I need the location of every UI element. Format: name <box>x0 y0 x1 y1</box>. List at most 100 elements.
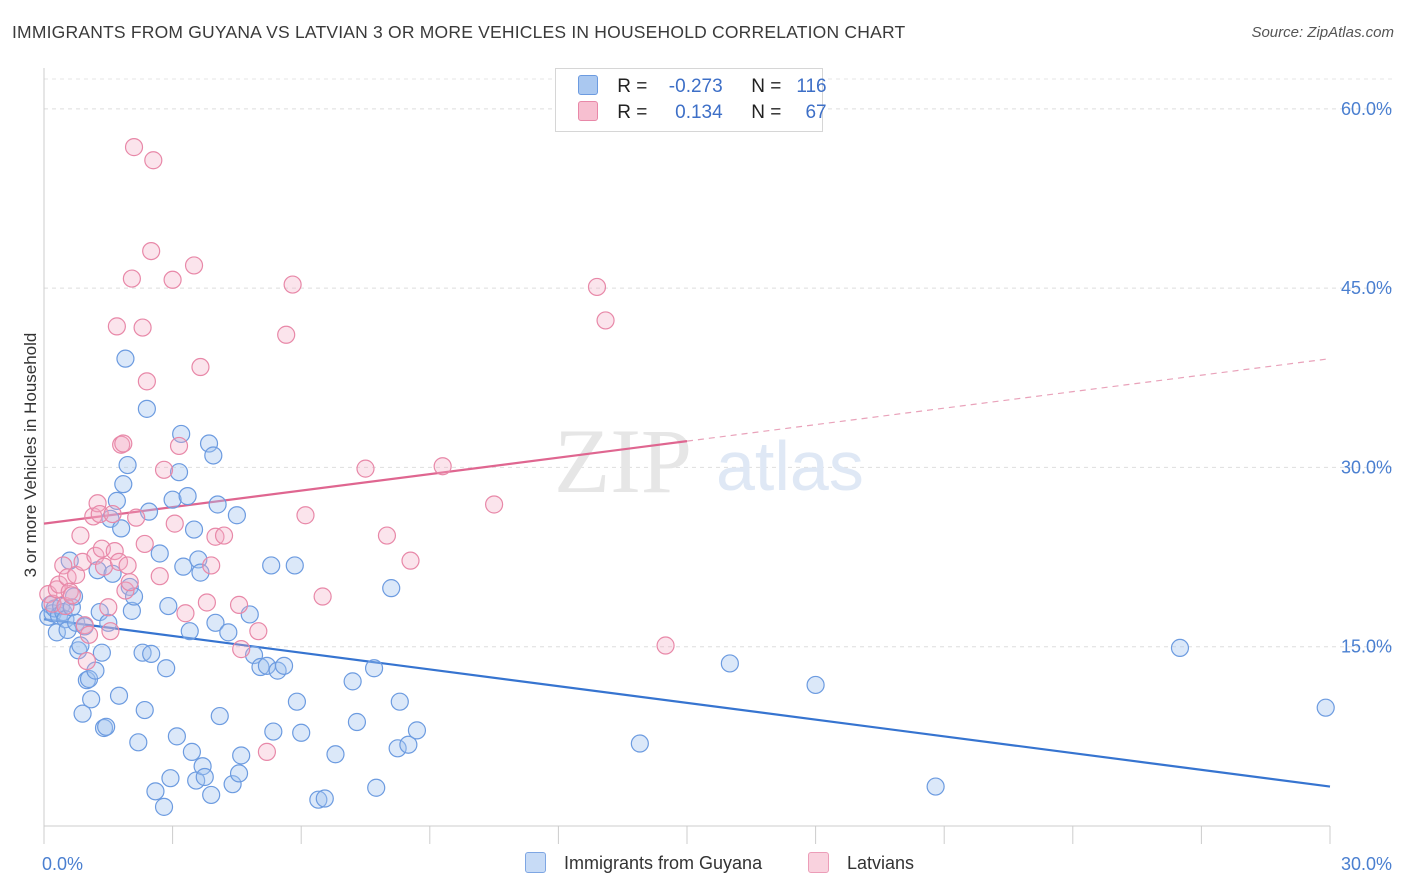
point-latvians <box>150 567 169 586</box>
point-guyana <box>122 601 141 620</box>
legend-item-guyana[interactable]: Immigrants from Guyana <box>525 852 762 874</box>
point-guyana <box>202 785 221 805</box>
point-guyana <box>169 463 189 482</box>
point-guyana <box>407 721 427 740</box>
point-latvians <box>77 651 96 671</box>
point-latvians <box>133 318 152 337</box>
stats-r-value: -0.273 <box>668 76 723 97</box>
point-guyana <box>118 455 137 475</box>
point-guyana <box>227 506 246 525</box>
point-latvians <box>103 504 122 524</box>
point-guyana <box>364 659 384 678</box>
point-guyana <box>163 490 182 509</box>
y-axis-label: 3 or more Vehicles in Household <box>21 333 40 578</box>
point-guyana <box>285 556 304 575</box>
legend-swatch-guyana <box>525 852 546 873</box>
stats-row-guyana: R = -0.273 N = 116 <box>578 75 827 101</box>
point-latvians <box>56 596 75 616</box>
point-guyana <box>720 654 739 673</box>
point-latvians <box>596 311 615 330</box>
point-guyana <box>191 563 210 582</box>
gridlines <box>44 78 1394 648</box>
point-latvians <box>202 556 221 575</box>
point-latvians <box>214 526 234 545</box>
point-guyana <box>274 656 294 675</box>
legend-swatch-latvians <box>808 852 829 873</box>
point-guyana <box>806 675 825 695</box>
watermark-zip: ZIP <box>554 410 692 512</box>
point-latvians <box>144 151 163 170</box>
x-tick-label: 0.0% <box>42 854 83 874</box>
point-guyana <box>193 757 212 776</box>
point-guyana <box>154 797 174 816</box>
point-latvians <box>122 269 141 288</box>
point-guyana <box>82 690 101 709</box>
point-latvians <box>154 460 174 479</box>
point-latvians <box>176 604 195 623</box>
point-guyana <box>114 475 133 494</box>
point-latvians <box>118 556 137 575</box>
point-latvians <box>163 270 182 289</box>
watermark-atlas: atlas <box>716 427 864 505</box>
point-latvians <box>88 494 107 513</box>
point-guyana <box>219 623 238 642</box>
chart-title: IMMIGRANTS FROM GUYANA VS LATVIAN 3 OR M… <box>12 22 906 42</box>
legend-label-guyana: Immigrants from Guyana <box>564 853 763 873</box>
point-guyana <box>112 519 131 538</box>
point-latvians <box>114 434 133 453</box>
point-guyana <box>109 686 129 705</box>
point-latvians <box>71 526 90 545</box>
point-latvians <box>75 616 94 635</box>
point-guyana <box>232 746 251 765</box>
legend: Immigrants from Guyana Latvians <box>0 852 1406 878</box>
point-latvians <box>116 581 135 600</box>
point-guyana <box>229 764 249 783</box>
point-latvians <box>283 275 302 294</box>
point-latvians <box>79 625 99 644</box>
stats-r-label: R = <box>617 102 648 123</box>
point-guyana <box>150 544 169 563</box>
point-latvians <box>120 573 139 592</box>
point-guyana <box>388 739 407 758</box>
legend-item-latvians[interactable]: Latvians <box>808 852 914 874</box>
point-guyana <box>135 700 154 720</box>
point-guyana <box>926 777 945 796</box>
point-guyana <box>326 745 345 764</box>
point-latvians <box>107 317 126 336</box>
trend-line-latvians <box>43 440 688 525</box>
point-latvians <box>101 622 120 641</box>
point-guyana <box>367 778 386 797</box>
point-latvians <box>54 556 73 575</box>
point-latvians <box>169 436 189 456</box>
point-guyana <box>195 767 214 787</box>
point-guyana <box>199 434 219 453</box>
point-guyana <box>347 712 367 732</box>
legend-label-latvians: Latvians <box>847 853 915 873</box>
point-guyana <box>137 399 156 418</box>
point-guyana <box>184 520 204 539</box>
point-guyana <box>129 733 148 752</box>
point-latvians <box>94 557 114 576</box>
point-latvians <box>127 508 146 527</box>
point-guyana <box>630 734 649 753</box>
point-guyana <box>1170 638 1190 658</box>
point-guyana <box>264 722 283 741</box>
y-tick-label: 15.0% <box>1341 637 1392 657</box>
point-latvians <box>124 138 144 157</box>
point-latvians <box>137 372 156 391</box>
point-guyana <box>315 789 334 808</box>
point-latvians <box>249 622 268 641</box>
point-latvians <box>135 534 154 554</box>
axes <box>43 68 1331 844</box>
point-latvians <box>356 459 375 478</box>
point-latvians <box>313 587 332 606</box>
point-guyana <box>159 596 178 616</box>
point-latvians <box>197 593 216 612</box>
tick-labels: 15.0% 30.0% 45.0% 60.0% 0.0% 30.0% <box>42 99 1392 874</box>
y-tick-label: 45.0% <box>1341 278 1392 298</box>
y-tick-label: 30.0% <box>1341 457 1392 477</box>
point-guyana <box>180 622 199 641</box>
point-latvians <box>277 325 296 344</box>
point-guyana <box>174 557 193 576</box>
